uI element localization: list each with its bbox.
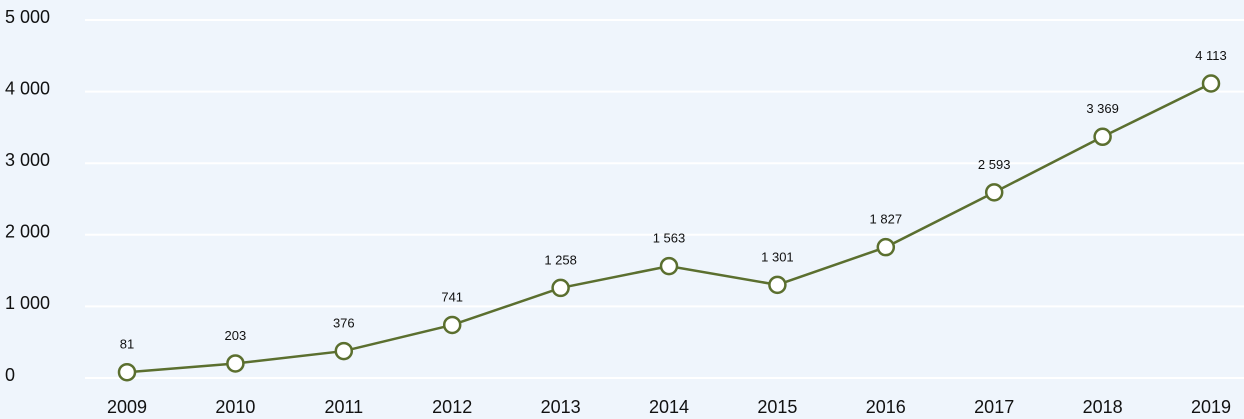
value-label: 81 bbox=[120, 337, 134, 352]
value-label: 1 827 bbox=[870, 212, 903, 227]
x-tick-label: 2009 bbox=[107, 397, 147, 417]
value-label: 741 bbox=[441, 289, 463, 304]
marker bbox=[876, 237, 896, 257]
marker bbox=[1093, 127, 1112, 147]
value-label: 376 bbox=[333, 316, 355, 331]
y-tick-label: 0 bbox=[5, 365, 15, 385]
x-tick-label: 2017 bbox=[974, 397, 1014, 417]
x-tick-label: 2010 bbox=[215, 397, 255, 417]
x-tick-label: 2012 bbox=[432, 397, 472, 417]
value-label: 4 113 bbox=[1195, 48, 1227, 63]
x-tick-label: 2014 bbox=[649, 397, 689, 417]
x-tick-label: 2018 bbox=[1083, 397, 1123, 417]
y-tick-label: 2 000 bbox=[5, 222, 50, 242]
value-label: 203 bbox=[225, 328, 247, 343]
value-label: 3 369 bbox=[1086, 101, 1119, 116]
marker bbox=[768, 275, 787, 295]
x-tick-label: 2013 bbox=[541, 397, 581, 417]
value-label: 1 563 bbox=[653, 231, 686, 246]
x-tick-label: 2016 bbox=[866, 397, 906, 417]
marker bbox=[442, 315, 462, 335]
y-tick-label: 5 000 bbox=[5, 7, 50, 27]
marker bbox=[659, 256, 679, 276]
y-tick-label: 4 000 bbox=[5, 78, 50, 98]
value-label: 1 301 bbox=[761, 249, 794, 264]
marker bbox=[1201, 74, 1221, 93]
y-tick-label: 1 000 bbox=[5, 293, 50, 313]
marker bbox=[334, 341, 354, 361]
x-tick-label: 2015 bbox=[757, 397, 797, 417]
value-label: 1 258 bbox=[544, 252, 577, 267]
marker bbox=[117, 362, 137, 382]
value-label: 2 593 bbox=[978, 157, 1011, 172]
y-tick-label: 3 000 bbox=[5, 150, 50, 170]
marker bbox=[984, 183, 1004, 202]
marker bbox=[551, 278, 570, 298]
marker bbox=[226, 354, 245, 373]
x-tick-label: 2011 bbox=[324, 397, 363, 417]
x-tick-label: 2019 bbox=[1191, 397, 1231, 417]
